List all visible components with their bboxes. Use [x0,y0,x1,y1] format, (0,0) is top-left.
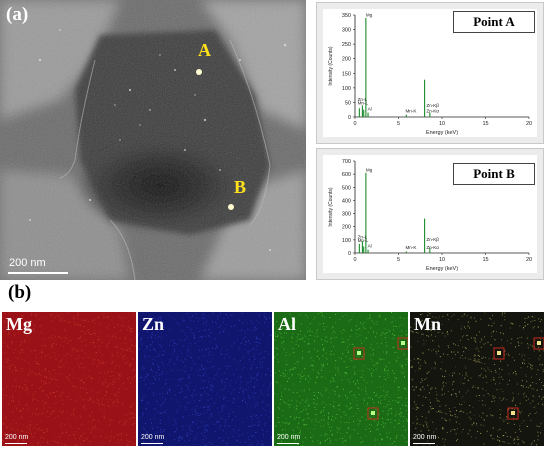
y-axis-label: Intensity (Counts) [328,46,334,86]
eds-spectrum-point-b: 0 100 200 300 400 500 600 700 0 5 10 15 20 Energy (ke… [316,148,544,280]
point-a-marker [196,69,202,75]
peak-label: Mg [366,167,373,172]
map-mn-label: Mn [414,314,441,334]
map-mn: Mn 200 nm [410,312,544,446]
map-signal [138,312,272,446]
panel-b-label: (b) [8,282,32,303]
particle-box [397,337,408,350]
peak-label: Zn-Kβ [426,237,439,242]
peak-label: Mn-L [358,100,369,105]
map-mn-scale: 200 nm [413,434,437,441]
particle-box [507,407,519,420]
x-tick-label: 10 [439,121,445,127]
x-tick-label: 5 [397,257,400,263]
y-axis-label: Intensity (Counts) [328,187,334,227]
map-mn-scale-bar [413,443,435,444]
map-mg-image [2,312,136,446]
map-background [138,312,272,446]
x-tick-label: 10 [439,257,445,263]
eds-title-point-b: Point B [453,163,535,185]
particle [371,411,375,415]
y-tick-label: 300 [342,28,351,34]
map-mg: Mg 200 nm [2,312,136,446]
map-mn-image [410,312,544,446]
sem-scale-bar [8,272,68,274]
map-zn-label: Zn [142,314,165,334]
x-axis-label: Energy (keV) [426,130,458,136]
particle [537,341,541,345]
map-mg-label: Mg [6,314,32,334]
peak-label: Al [368,106,372,111]
y-tick-label: 400 [342,198,351,204]
y-tick-label: 200 [342,57,351,63]
map-al-scale: 200 nm [277,434,301,441]
sem-image [0,0,306,280]
x-axis-label: Energy (keV) [426,266,458,272]
peak-label: Zn-Kβ [426,103,439,108]
y-tick-label: 350 [342,13,351,19]
y-tick-label: 100 [342,86,351,92]
particle-box [533,337,544,350]
y-tick-label: 150 [342,71,351,77]
peak-label: Mn-L [358,238,369,243]
map-al-image [274,312,408,446]
map-al-scale-bar [277,443,299,444]
map-zn-image [138,312,272,446]
y-tick-label: 250 [342,42,351,48]
x-tick-label: 20 [526,257,532,263]
particle [401,341,405,345]
map-zn: Zn 200 nm [138,312,272,446]
sem-micrograph [0,0,306,280]
particle-box [493,347,505,360]
eds-chart-point-a: 0 50 100 150 200 250 300 350 0 5 10 15 20 Energy (keV… [328,12,532,136]
map-signal [274,312,408,446]
point-a-label: A [198,40,211,60]
sem-scale-label: 200 nm [9,257,46,269]
y-tick-label: 700 [342,159,351,165]
eds-spectrum-point-a: 0 50 100 150 200 250 300 350 0 5 10 15 20 Energy (keV… [316,2,544,144]
map-background [2,312,136,446]
map-zn-scale: 200 nm [141,434,165,441]
x-tick-label: 15 [482,257,488,263]
y-tick-label: 0 [348,115,351,121]
particle [357,351,361,355]
peak-label: Zn-Kα [426,108,439,113]
map-zn-scale-bar [141,443,163,444]
map-al: Al 200 nm [274,312,408,446]
x-tick-label: 5 [397,121,400,127]
y-tick-label: 500 [342,185,351,191]
x-tick-label: 15 [482,121,488,127]
map-mg-scale: 200 nm [5,434,29,441]
eds-title-point-a: Point A [453,11,535,33]
point-b-label: B [234,177,247,197]
y-tick-label: 300 [342,212,351,218]
map-mg-scale-bar [5,443,27,444]
x-tick-label: 20 [526,121,532,127]
map-al-label: Al [278,314,296,334]
particle [511,411,515,415]
peak-label: Zn-L [358,234,368,239]
x-tick-label: 0 [353,257,356,263]
panel-a-label: (a) [6,4,29,25]
particle-box [353,347,365,360]
peak-label: Mn-K [405,108,417,113]
x-tick-label: 0 [353,121,356,127]
y-tick-label: 200 [342,225,351,231]
particle-box [367,407,379,420]
peak-label: Al [368,243,372,248]
map-signal [2,312,136,446]
point-b-marker [228,204,234,210]
y-tick-label: 0 [348,251,351,257]
y-tick-label: 50 [345,100,351,106]
eds-chart-point-b: 0 100 200 300 400 500 600 700 0 5 10 15 20 Energy (ke… [328,159,532,272]
map-signal [410,312,544,446]
y-tick-label: 100 [342,238,351,244]
peak-label: Zn-Kα [426,245,439,250]
peak-label: Mn-K [405,245,417,250]
y-tick-label: 600 [342,172,351,178]
peak-label: Mg [366,12,373,17]
peak-label: Zn-L [358,97,368,102]
particle [497,351,501,355]
